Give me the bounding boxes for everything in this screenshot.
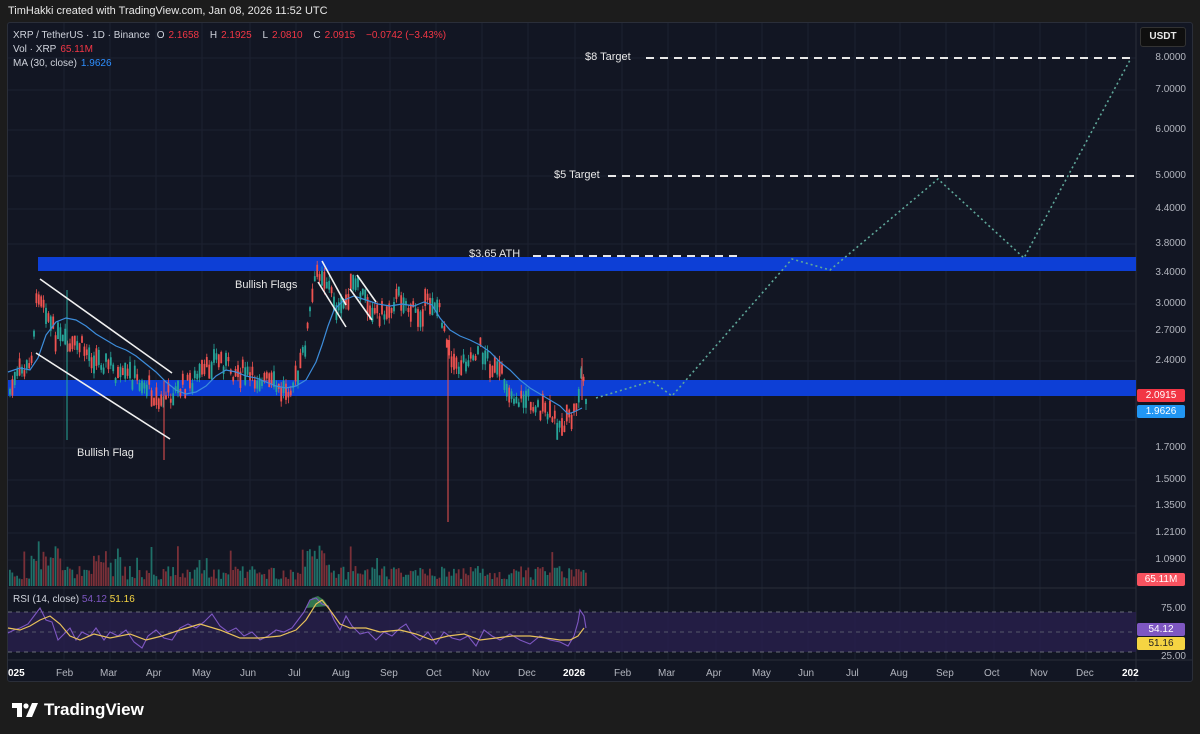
volume-bars [9,541,587,586]
price-axis-label: 3.8000 [1155,238,1186,249]
time-axis-label: Feb [614,668,632,679]
rsi-value: 54.12 [81,594,107,605]
flag-channel-lines [35,260,377,440]
price-axis-label: 3.0000 [1155,298,1186,309]
price-axis-label: 1.3500 [1155,500,1186,511]
time-axis-label: Jul [288,668,301,679]
close-price-tag: 2.0915 [1137,389,1185,402]
time-axis-label: Dec [518,668,536,679]
time-axis-label: Aug [332,668,350,679]
symbol-name[interactable]: XRP / TetherUS · 1D · Binance [13,30,150,41]
legend-volume-row[interactable]: Vol · XRP 65.11M [13,44,93,55]
price-axis-label: 1.2100 [1155,527,1186,538]
target-8-label[interactable]: $8 Target [585,51,631,63]
rsi-ma-value: 51.16 [109,594,135,605]
ath-label[interactable]: $3.65 ATH [469,248,521,260]
time-axis-label: Jul [846,668,859,679]
bullish-flag-label[interactable]: Bullish Flag [77,447,134,459]
time-axis-label: Feb [56,668,74,679]
tradingview-branding: TradingView [12,700,144,720]
time-axis-label: Sep [936,668,954,679]
time-axis-label: 202 [1122,668,1139,679]
legend-ma-row[interactable]: MA (30, close) 1.9626 [13,58,112,69]
price-axis-label: 1.5000 [1155,474,1186,485]
ma-price-tag: 1.9626 [1137,405,1185,418]
time-axis-label: Mar [658,668,676,679]
price-axis-label: 1.7000 [1155,442,1186,453]
chart-credit: TimHakki created with TradingView.com, J… [0,0,1200,22]
time-axis-label: Oct [426,668,442,679]
price-axis-label: 5.0000 [1155,170,1186,181]
change-value: −0.0742 (−3.43%) [366,30,447,41]
currency-button[interactable]: USDT [1140,27,1186,47]
resistance-zone[interactable] [38,257,1136,271]
time-axis-label: May [752,668,771,679]
volume-value: 65.11M [60,44,93,55]
price-axis-label: 7.0000 [1155,84,1186,95]
rsi-ma-line [7,599,585,641]
price-axis-label: 4.4000 [1155,203,1186,214]
open-value: 2.1658 [168,30,200,41]
low-value: 2.0810 [272,30,303,41]
time-axis-label: Aug [890,668,908,679]
candlesticks [9,260,587,522]
time-axis-label: Mar [100,668,118,679]
bullish-flags-label[interactable]: Bullish Flags [235,279,298,291]
target-5-label[interactable]: $5 Target [554,169,600,181]
time-axis-label: Nov [1030,668,1048,679]
time-axis-label: Jun [240,668,257,679]
rsi-axis-75: 75.00 [1160,603,1186,614]
time-axis-label: 2026 [563,668,586,679]
time-axis-label: Sep [380,668,398,679]
volume-tag: 65.11M [1137,573,1185,586]
tradingview-logo-icon [12,703,38,717]
price-axis-label: 8.0000 [1155,52,1186,63]
time-axis-label: Apr [706,668,722,679]
time-axis-label: Nov [472,668,490,679]
brand-name: TradingView [44,700,144,719]
high-value: 2.1925 [221,30,252,41]
price-axis-label: 6.0000 [1155,124,1186,135]
rsi-line [7,597,587,649]
time-axis-label: Oct [984,668,1000,679]
price-axis-label: 3.4000 [1155,267,1186,278]
grid-lines [8,23,1136,660]
price-axis-label: 2.7000 [1155,325,1186,336]
time-axis-label: Dec [1076,668,1094,679]
time-axis-label: 025 [8,668,25,679]
rsi-axis-25: 25.00 [1160,651,1186,662]
ma-line [7,295,583,415]
rsi-tag: 54.12 [1137,623,1185,636]
projection-path[interactable] [595,59,1131,399]
rsi-band [8,612,1136,652]
time-axis-label: May [192,668,211,679]
price-axis-label: 2.4000 [1155,355,1186,366]
price-axis-label: 1.0900 [1155,554,1186,565]
rsi-ma-tag: 51.16 [1137,637,1185,650]
time-axis-label: Apr [146,668,162,679]
close-value: 2.0915 [324,30,356,41]
rsi-legend[interactable]: RSI (14, close) 54.12 51.16 [13,594,135,605]
ma-value: 1.9626 [80,58,112,69]
time-axis-label: Jun [798,668,815,679]
